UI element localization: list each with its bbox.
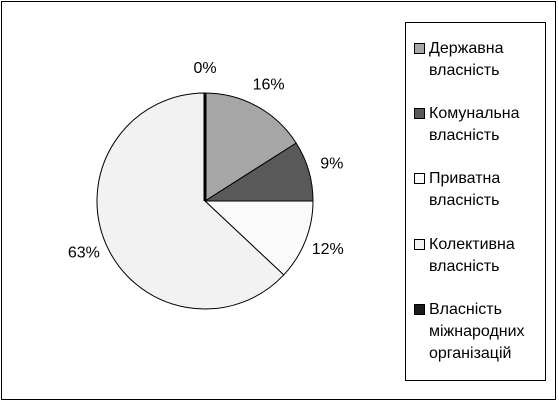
data-label: 12% xyxy=(312,241,344,258)
legend-entry: Приватна власність xyxy=(406,168,545,212)
legend-swatch xyxy=(414,42,425,54)
chart: 16% 9% 12% 63% 0% xyxy=(68,60,344,310)
legend: Державна власність Комунальна власність Пр… xyxy=(405,22,546,381)
legend-label: Комунальна власність xyxy=(429,105,520,145)
legend-swatch xyxy=(414,238,425,250)
chart-frame xyxy=(1,1,556,400)
legend-entry: Колективна власність xyxy=(406,234,545,278)
legend-entry: Комунальна власність xyxy=(406,103,545,147)
legend-swatch xyxy=(414,173,425,185)
legend-label: Колективна власність xyxy=(429,235,515,275)
pie-slice xyxy=(203,200,314,276)
data-label: 0% xyxy=(193,60,216,77)
pie-slice xyxy=(96,92,285,310)
legend-label: Приватна власність xyxy=(429,170,501,210)
legend-label: Власність міжнародних організацій xyxy=(429,301,525,363)
legend-swatch xyxy=(414,304,425,316)
data-label: 16% xyxy=(253,77,285,94)
legend-entry: Власність міжнародних організацій xyxy=(406,299,545,365)
pie-slice xyxy=(204,92,297,202)
data-label: 63% xyxy=(68,245,100,262)
legend-label: Державна власність xyxy=(429,39,504,79)
legend-entry: Державна власність xyxy=(406,38,545,82)
legend-swatch xyxy=(414,108,425,120)
data-label: 9% xyxy=(320,155,343,172)
